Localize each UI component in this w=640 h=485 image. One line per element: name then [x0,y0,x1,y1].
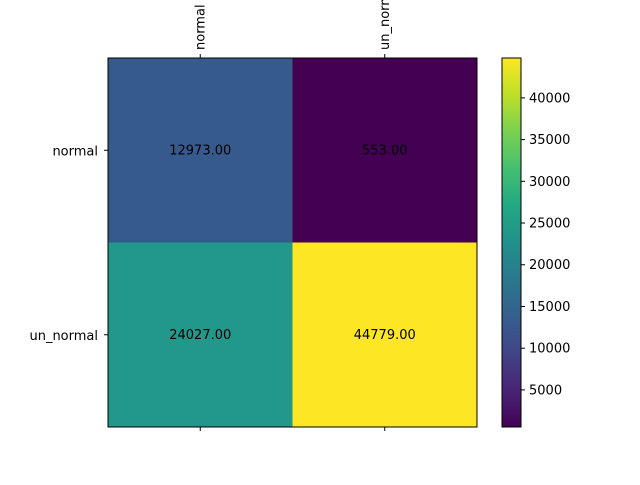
y-tick-label: normal [52,144,98,159]
heatmap-cell [108,58,293,243]
heatmap: 12973.00 553.00 24027.00 44779.00 [107,57,478,428]
heatmap-cell [292,242,478,428]
x-axis-ticks: normal un_normal [193,0,393,431]
cell-label: 553.00 [362,143,408,158]
cell-label: 12973.00 [169,143,231,158]
colorbar-tick-label: 25000 [529,217,570,232]
colorbar: 5000 10000 15000 20000 25000 30000 35000 40000 [501,57,570,428]
colorbar-tick-label: 40000 [529,91,570,106]
colorbar-tick-label: 15000 [529,300,570,315]
y-tick-label: un_normal [29,329,98,344]
y-axis-ticks: normal un_normal [29,144,108,344]
colorbar-tick-label: 5000 [529,383,562,398]
heatmap-cell [292,58,478,243]
colorbar-tick-label: 30000 [529,175,570,190]
x-tick-label: un_normal [378,0,393,50]
colorbar-tick-label: 35000 [529,133,570,148]
x-tick-label: normal [193,4,208,50]
cell-label: 24027.00 [169,328,231,343]
heatmap-cell [108,242,293,428]
colorbar-tick-label: 20000 [529,258,570,273]
plot-frame [107,57,478,428]
colorbar-gradient [501,57,522,428]
colorbar-tick-label: 10000 [529,342,570,357]
cell-label: 44779.00 [354,328,416,343]
